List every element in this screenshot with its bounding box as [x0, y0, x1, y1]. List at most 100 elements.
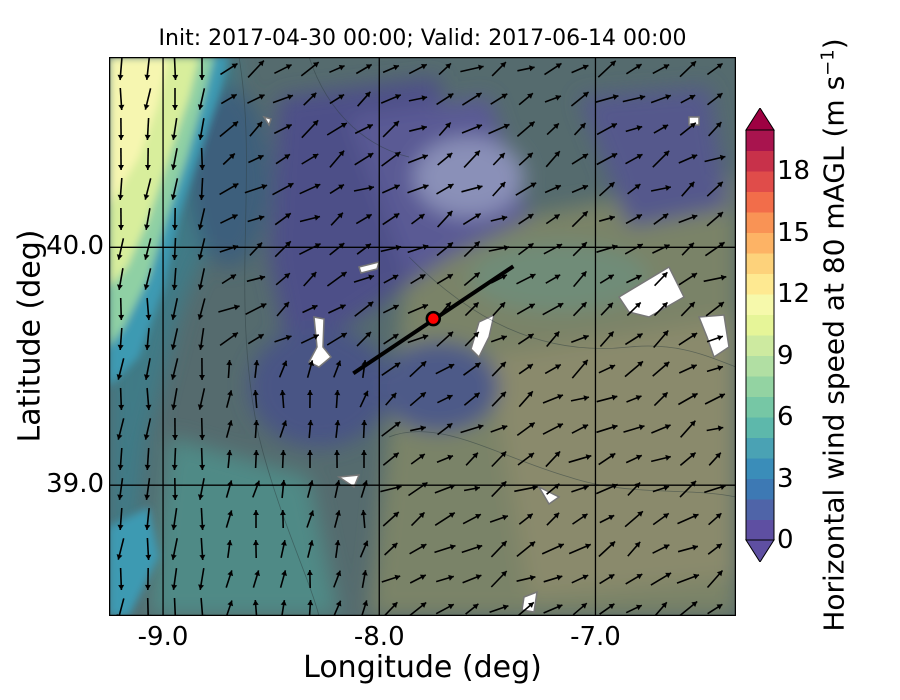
wind-arrow-head [307, 450, 313, 455]
wind-arrow-head [663, 513, 669, 519]
wind-arrow-head [198, 134, 204, 140]
wind-arrow-head [553, 483, 560, 490]
map-title: Init: 2017-04-30 00:00; Valid: 2017-06-1… [158, 26, 687, 51]
wind-arrow-head [720, 484, 726, 490]
wind-arrow-head [314, 214, 320, 221]
wind-arrow-head [258, 94, 265, 100]
wind-arrow-head [476, 184, 483, 191]
wind-arrow-head [662, 330, 669, 337]
wind-arrow-head [527, 391, 533, 397]
wind-arrow-head [340, 272, 347, 278]
wind-arrow-head [449, 544, 456, 550]
wind-arrow-head [197, 404, 204, 410]
wind-arrow-head [281, 420, 288, 427]
wind-arrow-head [474, 213, 481, 219]
wind-arrow-head [172, 74, 179, 80]
wind-arrow-head [689, 420, 696, 427]
wind-arrow-head [529, 541, 536, 548]
wind-arrow-head [421, 482, 428, 488]
colorbar-segment [746, 171, 774, 192]
wind-arrow-head [609, 541, 616, 548]
wind-arrow-head [611, 394, 618, 401]
x-tick-label: -8.0 [353, 622, 405, 652]
wind-arrow-head [312, 154, 319, 160]
wind-arrow-head [284, 273, 290, 279]
wind-arrow-head [580, 271, 587, 278]
wind-arrow-head [260, 303, 267, 309]
wind-arrow-head [393, 213, 400, 219]
wind-arrow-head [612, 94, 619, 100]
wind-arrow-head [281, 570, 287, 576]
wind-arrow-head [392, 274, 399, 281]
wind-arrow-head [447, 454, 453, 461]
wind-arrow-head [557, 303, 564, 309]
wind-arrow-head [199, 375, 205, 380]
y-axis-label: Latitude (deg) [12, 229, 48, 443]
wind-arrow-head [529, 273, 536, 280]
wind-arrow-head [422, 154, 428, 160]
wind-arrow-head [611, 153, 618, 159]
wind-arrow-head [421, 95, 428, 102]
wind-arrow-head [253, 420, 260, 426]
colorbar-under-extension [745, 539, 775, 562]
wind-arrow-head [287, 94, 293, 100]
wind-arrow-head [690, 122, 696, 129]
colorbar-segment [746, 191, 774, 213]
wind-arrow-head [280, 540, 287, 546]
wind-arrow-head [172, 494, 179, 500]
wind-arrow-head [691, 333, 698, 339]
wind-arrow-head [116, 434, 123, 440]
wind-arrow-head [500, 62, 506, 68]
wind-arrow-head [446, 153, 453, 159]
wind-arrow-head [445, 122, 451, 129]
wind-arrow-head [502, 514, 508, 521]
wind-arrow-head [172, 105, 178, 110]
wind-arrow-head [418, 512, 425, 519]
wind-arrow-head [554, 151, 560, 157]
wind-arrow-head [476, 124, 482, 130]
colorbar-tick-label: 12 [777, 279, 811, 309]
wind-arrow-head [472, 452, 478, 459]
wind-arrow-head [499, 302, 506, 308]
wind-arrow-head [691, 601, 698, 607]
wind-arrow-head [554, 274, 561, 280]
wind-arrow-head [664, 424, 671, 430]
colorbar-tick-label: 0 [777, 525, 794, 555]
wind-arrow-head [362, 600, 369, 607]
wind-arrow-head [637, 511, 643, 517]
wind-arrow-head [500, 361, 506, 368]
wind-arrow-head [636, 604, 642, 611]
wind-arrow-head [639, 94, 646, 101]
wind-arrow-head [306, 570, 313, 576]
wind-arrow-head [661, 302, 668, 308]
wind-arrow-head [611, 483, 618, 490]
wind-arrow-head [170, 374, 177, 380]
wind-arrow-head [171, 524, 178, 530]
wind-arrow-head [335, 360, 342, 367]
wind-arrow-head [233, 304, 240, 311]
wind-arrow-head [171, 254, 178, 260]
wind-arrow-head [394, 184, 400, 190]
wind-arrow-head [118, 225, 124, 230]
wind-arrow-head [556, 243, 563, 250]
wind-arrow-head [311, 304, 318, 311]
wind-arrow-head [340, 333, 347, 339]
wind-arrow-head [368, 185, 374, 191]
colorbar-segment [746, 478, 774, 500]
wind-arrow-head [145, 404, 152, 410]
wind-arrow-head [717, 181, 723, 188]
wind-arrow-head [636, 574, 643, 580]
wind-arrow-head [392, 304, 399, 311]
colorbar-tick-label: 9 [777, 340, 794, 371]
wind-arrow-head [445, 63, 451, 69]
wind-arrow-head [692, 544, 698, 551]
wind-arrow-head [197, 284, 204, 290]
wind-arrow-head [310, 92, 317, 99]
wind-arrow-head [392, 334, 399, 340]
wind-arrow-head [144, 524, 151, 530]
wind-arrow-head [553, 331, 560, 338]
wind-arrow-head [285, 124, 292, 130]
wind-arrow-head [608, 274, 614, 280]
x-tick-label: -9.0 [137, 622, 189, 652]
wind-arrow-head [581, 603, 587, 609]
